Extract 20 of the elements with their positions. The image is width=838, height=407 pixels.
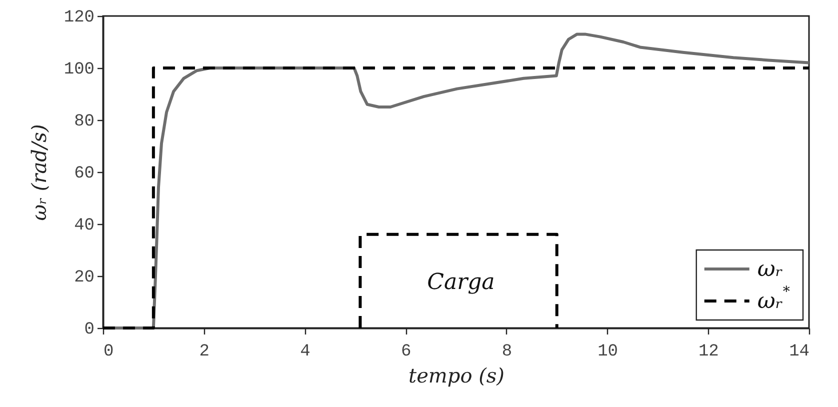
legend-label: ωᵣ	[757, 257, 784, 282]
y-tick-label: 0	[84, 320, 94, 340]
annotation: Carga	[427, 270, 495, 296]
x-tick-label: 10	[598, 342, 618, 362]
x-tick-label: 8	[502, 342, 512, 362]
y-tick-label: 20	[74, 268, 94, 288]
x-tick-label: 12	[698, 342, 719, 362]
x-tick-label: 14	[789, 342, 810, 362]
x-tick-label: 6	[400, 342, 412, 362]
y-axis-title: ωᵣ (rad/s)	[26, 124, 51, 221]
y-tick-label: 100	[64, 60, 94, 80]
x-tick-label: 2	[199, 342, 210, 362]
y-tick-label: 120	[64, 8, 94, 28]
y-tick-label: 40	[74, 216, 94, 236]
x-axis-title: tempo (s)	[408, 364, 504, 388]
x-tick-label: 4	[300, 342, 310, 362]
y-tick-label: 60	[74, 164, 94, 184]
x-tick-label: 0	[104, 342, 114, 362]
legend-label: ωᵣ*	[757, 284, 790, 314]
y-tick-label: 80	[74, 112, 94, 132]
